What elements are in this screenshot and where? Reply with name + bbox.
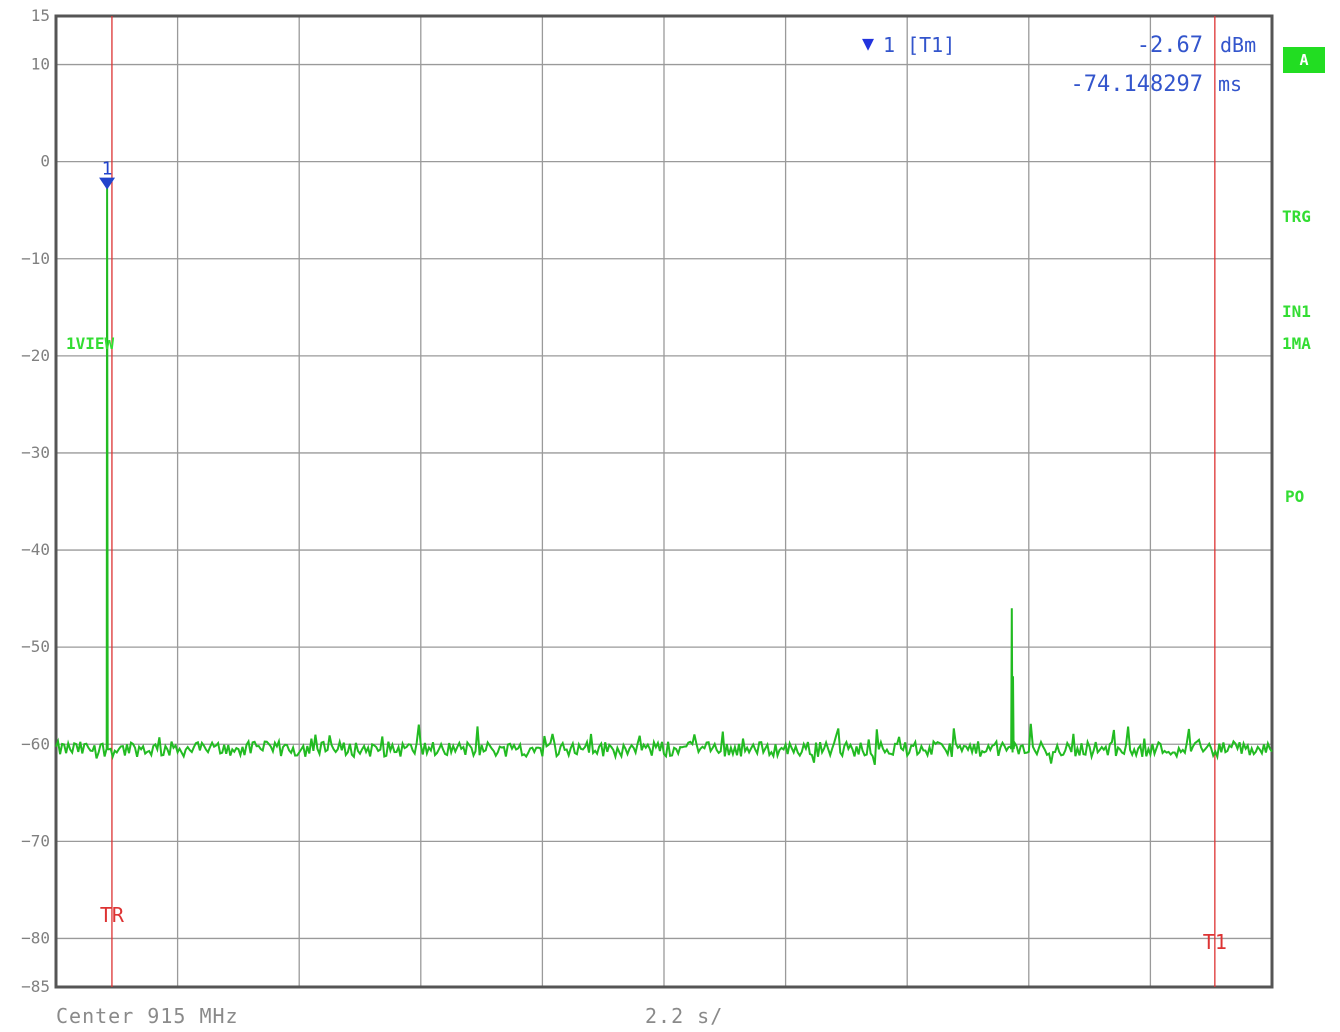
y-tick-label: −40 xyxy=(21,540,50,559)
y-tick-label: −30 xyxy=(21,443,50,462)
y-tick-label: 15 xyxy=(31,6,50,25)
t1-label: T1 xyxy=(1203,930,1227,954)
trace-view-label: 1VIEW xyxy=(66,334,115,353)
trigger-label: TR xyxy=(100,903,125,927)
trg-label: TRG xyxy=(1282,207,1311,226)
plot-frame xyxy=(54,14,1274,989)
y-tick-label: −80 xyxy=(21,928,50,947)
marker-readout-icon: ▼ xyxy=(862,31,874,55)
y-tick-label: −85 xyxy=(21,977,50,996)
y-tick-label: −10 xyxy=(21,249,50,268)
y-tick-label: 10 xyxy=(31,55,50,74)
center-frequency: Center 915 MHz xyxy=(56,1004,239,1028)
y-tick-label: −50 xyxy=(21,637,50,656)
in1-label: IN1 xyxy=(1282,302,1311,321)
y-tick-label: 0 xyxy=(40,152,50,171)
y-axis-ticks: 15 10 0 −10 −20 −30 −40 −50 −60 −70 −80 −85 xyxy=(21,6,50,996)
marker-1-icon xyxy=(99,177,116,190)
ma-label: 1MA xyxy=(1282,334,1311,353)
marker-readout-time: -74.148297 xyxy=(1071,72,1203,97)
marker-1-label: 1 xyxy=(102,159,113,180)
grid xyxy=(56,16,1272,987)
trace-line xyxy=(55,187,1273,766)
marker-readout-time-unit: ms xyxy=(1218,72,1242,96)
marker-readout-unit: dBm xyxy=(1220,33,1256,57)
marker-readout-label: 1 [T1] xyxy=(883,33,955,57)
sweep-time-per-div: 2.2 s/ xyxy=(645,1004,724,1028)
y-tick-label: −60 xyxy=(21,734,50,753)
po-label: PO xyxy=(1285,487,1304,506)
y-tick-label: −20 xyxy=(21,346,50,365)
marker-readout-value: -2.67 xyxy=(1137,33,1203,58)
y-tick-label: −70 xyxy=(21,831,50,850)
trace-a-badge: A xyxy=(1283,47,1325,73)
